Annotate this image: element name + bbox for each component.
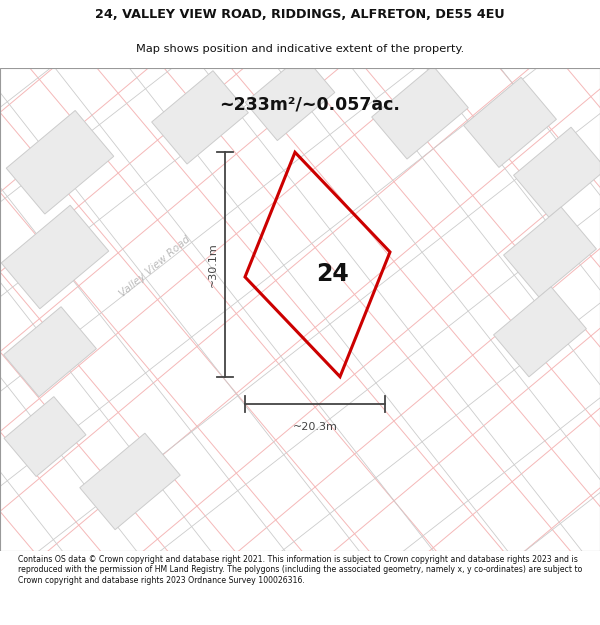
Polygon shape: [4, 307, 97, 397]
Polygon shape: [1, 205, 109, 309]
Polygon shape: [6, 111, 114, 214]
Text: ~30.1m: ~30.1m: [208, 242, 218, 287]
Polygon shape: [245, 54, 335, 141]
Text: Valley View Road: Valley View Road: [118, 234, 193, 299]
Polygon shape: [152, 71, 248, 164]
Polygon shape: [4, 397, 86, 476]
Polygon shape: [371, 66, 469, 159]
Text: 24: 24: [316, 262, 349, 286]
Polygon shape: [514, 127, 600, 218]
Polygon shape: [503, 207, 596, 297]
Text: Map shows position and indicative extent of the property.: Map shows position and indicative extent…: [136, 44, 464, 54]
Text: Contains OS data © Crown copyright and database right 2021. This information is : Contains OS data © Crown copyright and d…: [18, 555, 582, 585]
Text: ~233m²/~0.057ac.: ~233m²/~0.057ac.: [220, 96, 400, 113]
Polygon shape: [80, 433, 180, 530]
Text: ~20.3m: ~20.3m: [293, 422, 337, 432]
Text: 24, VALLEY VIEW ROAD, RIDDINGS, ALFRETON, DE55 4EU: 24, VALLEY VIEW ROAD, RIDDINGS, ALFRETON…: [95, 8, 505, 21]
Polygon shape: [464, 78, 556, 168]
Polygon shape: [494, 287, 586, 377]
